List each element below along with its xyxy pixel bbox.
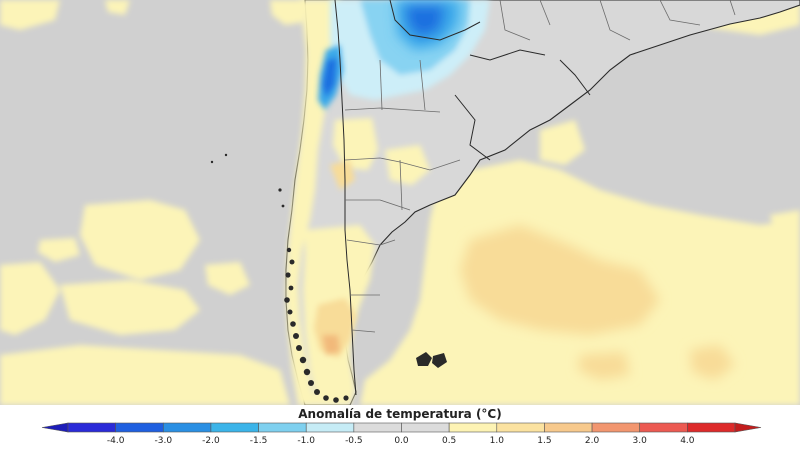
legend-swatch bbox=[67, 422, 116, 433]
legend-colorbar bbox=[41, 422, 762, 433]
legend-arrow-left bbox=[41, 422, 69, 433]
chile-fjord-coast bbox=[210, 153, 349, 403]
legend-tick-label: -0.5 bbox=[345, 436, 363, 446]
legend-swatch bbox=[496, 422, 545, 433]
legend-tick-labels: -4.0 -3.0 -2.0 -1.5 -1.0 -0.5 0.0 0.5 1.0 1.5 2.0 3… bbox=[107, 436, 695, 446]
legend-swatch bbox=[353, 422, 402, 433]
pacific-anomaly-patches bbox=[0, 0, 310, 405]
legend-swatch bbox=[210, 422, 259, 433]
atlantic-warm-core bbox=[460, 225, 735, 380]
legend-tick-label: 1.0 bbox=[490, 436, 505, 446]
legend-tick-label: -3.0 bbox=[155, 436, 173, 446]
legend-tick-label: -1.0 bbox=[297, 436, 315, 446]
legend-tick-label: 2.0 bbox=[585, 436, 600, 446]
legend-swatch bbox=[401, 422, 450, 433]
legend-tick-label: 1.5 bbox=[537, 436, 551, 446]
legend-swatch bbox=[162, 422, 212, 433]
legend-tick-label: 4.0 bbox=[680, 436, 695, 446]
legend-tick-label: -2.0 bbox=[202, 436, 220, 446]
legend-swatch bbox=[639, 422, 688, 433]
legend-swatch bbox=[258, 422, 307, 433]
legend-swatch bbox=[448, 422, 498, 433]
legend-swatch bbox=[544, 422, 593, 433]
andes-cold-strip bbox=[318, 45, 343, 110]
legend-tick-label: 0.0 bbox=[394, 436, 409, 446]
legend-tick-label: 0.5 bbox=[442, 436, 456, 446]
legend-tick-label: -1.5 bbox=[250, 436, 268, 446]
legend-swatch bbox=[591, 422, 641, 433]
legend-swatch bbox=[305, 422, 355, 433]
legend-swatch bbox=[687, 422, 736, 433]
falkland-islands bbox=[416, 352, 447, 368]
temperature-anomaly-map bbox=[0, 0, 800, 405]
legend-tick-label: -4.0 bbox=[107, 436, 125, 446]
land-cold-core bbox=[395, 0, 460, 50]
legend-swatch bbox=[115, 422, 164, 433]
legend-tick-label: 3.0 bbox=[633, 436, 648, 446]
province-borders bbox=[344, 0, 736, 333]
land-warm-core bbox=[314, 160, 356, 358]
legend-arrow-right bbox=[734, 422, 762, 433]
legend-title: Anomalía de temperatura (°C) bbox=[298, 407, 501, 421]
legend: Anomalía de temperatura (°C) -4.0 -3.0 -2.… bbox=[0, 405, 800, 450]
country-borders bbox=[334, 0, 591, 396]
